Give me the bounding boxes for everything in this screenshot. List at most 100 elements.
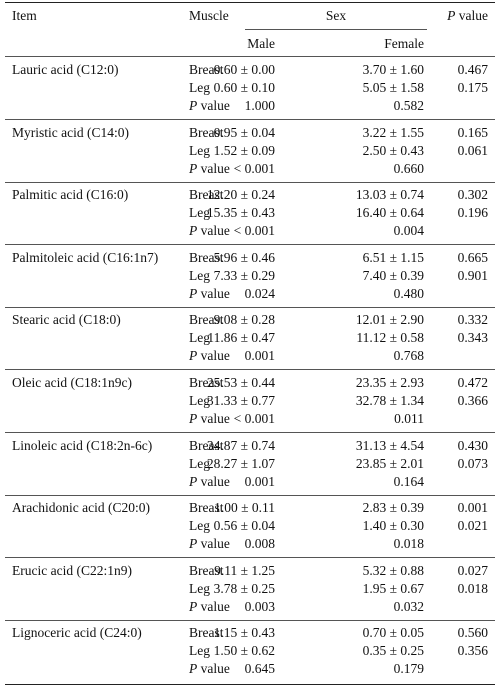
group-divider	[5, 432, 495, 433]
leg-male-value: 0.60 ± 0.10	[213, 80, 275, 95]
leg-female-value: 1.95 ± 0.67	[362, 580, 424, 596]
breast-male-value: 25.53 ± 0.44	[206, 375, 275, 390]
top-rule	[5, 2, 495, 3]
table-row-group: Palmitic acid (C16:0) Breast 12.20 ± 0.24 1…	[0, 187, 500, 247]
group-divider	[5, 306, 495, 308]
leg-female-value: 23.85 ± 2.01	[355, 455, 424, 471]
item-name: Palmitoleic acid (C16:1n7)	[12, 249, 159, 265]
breast-female-value: 31.13 ± 4.54	[355, 437, 424, 453]
table-row-group: Stearic acid (C18:0) Breast 9.08 ± 0.28 12.…	[0, 312, 500, 372]
leg-p-value: 0.175	[457, 80, 488, 95]
leg-male-value: 28.27 ± 1.07	[206, 455, 275, 471]
breast-male-value: 5.96 ± 0.46	[213, 249, 275, 265]
leg-p-value: 0.343	[457, 330, 488, 346]
female-muscle-p-value: 0.480	[393, 285, 424, 301]
breast-female-value: 23.35 ± 2.93	[355, 375, 424, 390]
muscle-p-value-label: P value	[189, 285, 230, 301]
muscle-p-value-label: P value	[189, 223, 230, 239]
muscle-breast-label: Breast	[189, 437, 224, 453]
muscle-breast-label: Breast	[189, 187, 224, 203]
leg-p-value: 0.196	[457, 205, 488, 221]
breast-female-value: 3.70 ± 1.60	[362, 62, 424, 77]
breast-female-value: 0.70 ± 0.05	[362, 625, 424, 641]
breast-p-value: 0.430	[457, 437, 488, 453]
breast-p-value: 0.332	[457, 312, 488, 328]
muscle-leg-label: Leg	[189, 455, 210, 471]
item-name: Palmitic acid (C16:0)	[12, 187, 129, 203]
breast-p-value: 0.165	[457, 124, 488, 140]
table-row-group: Linoleic acid (C18:2n-6c) Breast 34.87 ± 0…	[0, 438, 500, 498]
group-divider	[5, 244, 495, 246]
leg-male-value: 31.33 ± 0.77	[206, 393, 275, 408]
female-muscle-p-value: 0.032	[393, 598, 424, 614]
muscle-p-value-label: P value	[189, 598, 230, 614]
male-muscle-p-value: 0.001	[244, 473, 275, 489]
group-divider	[5, 619, 495, 621]
item-name: Oleic acid (C18:1n9c)	[12, 375, 132, 390]
leg-female-value: 2.50 ± 0.43	[362, 142, 424, 158]
muscle-p-value-label: P value	[189, 473, 230, 489]
male-muscle-p-value: 0.645	[244, 661, 275, 677]
item-name: Lauric acid (C12:0)	[12, 62, 119, 77]
table-row-group: Arachidonic acid (C20:0) Breast 1.00 ± 0.1…	[0, 500, 500, 560]
muscle-leg-label: Leg	[189, 330, 210, 346]
breast-male-value: 0.95 ± 0.04	[213, 124, 275, 140]
header-item: Item	[12, 8, 37, 23]
item-name: Myristic acid (C14:0)	[12, 124, 129, 140]
breast-female-value: 6.51 ± 1.15	[362, 249, 424, 265]
female-muscle-p-value: 0.768	[393, 348, 424, 364]
breast-female-value: 12.01 ± 2.90	[355, 312, 424, 328]
group-divider	[5, 494, 495, 496]
item-name: Linoleic acid (C18:2n-6c)	[12, 437, 153, 453]
table-row-group: Palmitoleic acid (C16:1n7) Breast 5.96 ± 0…	[0, 250, 500, 310]
leg-female-value: 32.78 ± 1.34	[355, 393, 424, 408]
muscle-p-value-label: P value	[189, 661, 230, 677]
muscle-p-value-label: P value	[189, 98, 230, 113]
male-muscle-p-value: < 0.001	[233, 223, 275, 239]
breast-p-value: 0.560	[457, 625, 488, 641]
male-muscle-p-value: < 0.001	[233, 160, 275, 176]
bottom-rule	[5, 684, 495, 685]
breast-p-value: 0.302	[457, 187, 488, 203]
female-muscle-p-value: 0.164	[393, 473, 424, 489]
group-divider	[5, 181, 495, 183]
female-muscle-p-value: 0.660	[393, 160, 424, 176]
leg-female-value: 11.12 ± 0.58	[356, 330, 424, 346]
female-muscle-p-value: 0.004	[393, 223, 424, 239]
muscle-breast-label: Breast	[189, 500, 224, 516]
muscle-p-value-label: P value	[189, 411, 230, 426]
muscle-p-value-label: P value	[189, 348, 230, 364]
leg-male-value: 7.33 ± 0.29	[213, 267, 275, 283]
female-muscle-p-value: 0.179	[393, 661, 424, 677]
leg-female-value: 1.40 ± 0.30	[362, 518, 424, 534]
breast-male-value: 0.60 ± 0.00	[213, 62, 275, 77]
muscle-leg-label: Leg	[189, 205, 210, 221]
leg-p-value: 0.356	[457, 643, 488, 659]
leg-female-value: 16.40 ± 0.64	[355, 205, 424, 221]
item-name: Erucic acid (C22:1n9)	[12, 562, 132, 578]
table-row-group: Erucic acid (C22:1n9) Breast 9.11 ± 1.25 5.…	[0, 563, 500, 623]
item-name: Arachidonic acid (C20:0)	[12, 500, 150, 516]
muscle-breast-label: Breast	[189, 62, 224, 77]
muscle-leg-label: Leg	[189, 643, 210, 659]
muscle-leg-label: Leg	[189, 518, 210, 534]
breast-p-value: 0.665	[457, 249, 488, 265]
male-muscle-p-value: 0.008	[244, 536, 275, 552]
muscle-breast-label: Breast	[189, 249, 224, 265]
breast-female-value: 5.32 ± 0.88	[362, 562, 424, 578]
muscle-breast-label: Breast	[189, 312, 224, 328]
table-row-group: Myristic acid (C14:0) Breast 0.95 ± 0.04 3.…	[0, 125, 500, 185]
breast-female-value: 2.83 ± 0.39	[362, 500, 424, 516]
muscle-leg-label: Leg	[189, 80, 210, 95]
muscle-breast-label: Breast	[189, 124, 224, 140]
leg-female-value: 5.05 ± 1.58	[362, 80, 424, 95]
leg-female-value: 7.40 ± 0.39	[362, 267, 424, 283]
leg-male-value: 1.50 ± 0.62	[213, 643, 275, 659]
group-divider	[5, 557, 495, 559]
breast-male-value: 9.08 ± 0.28	[213, 312, 275, 328]
muscle-p-value-label: P value	[189, 536, 230, 552]
muscle-leg-label: Leg	[189, 580, 210, 596]
breast-p-value: 0.472	[457, 375, 488, 390]
male-muscle-p-value: 0.001	[244, 348, 275, 364]
